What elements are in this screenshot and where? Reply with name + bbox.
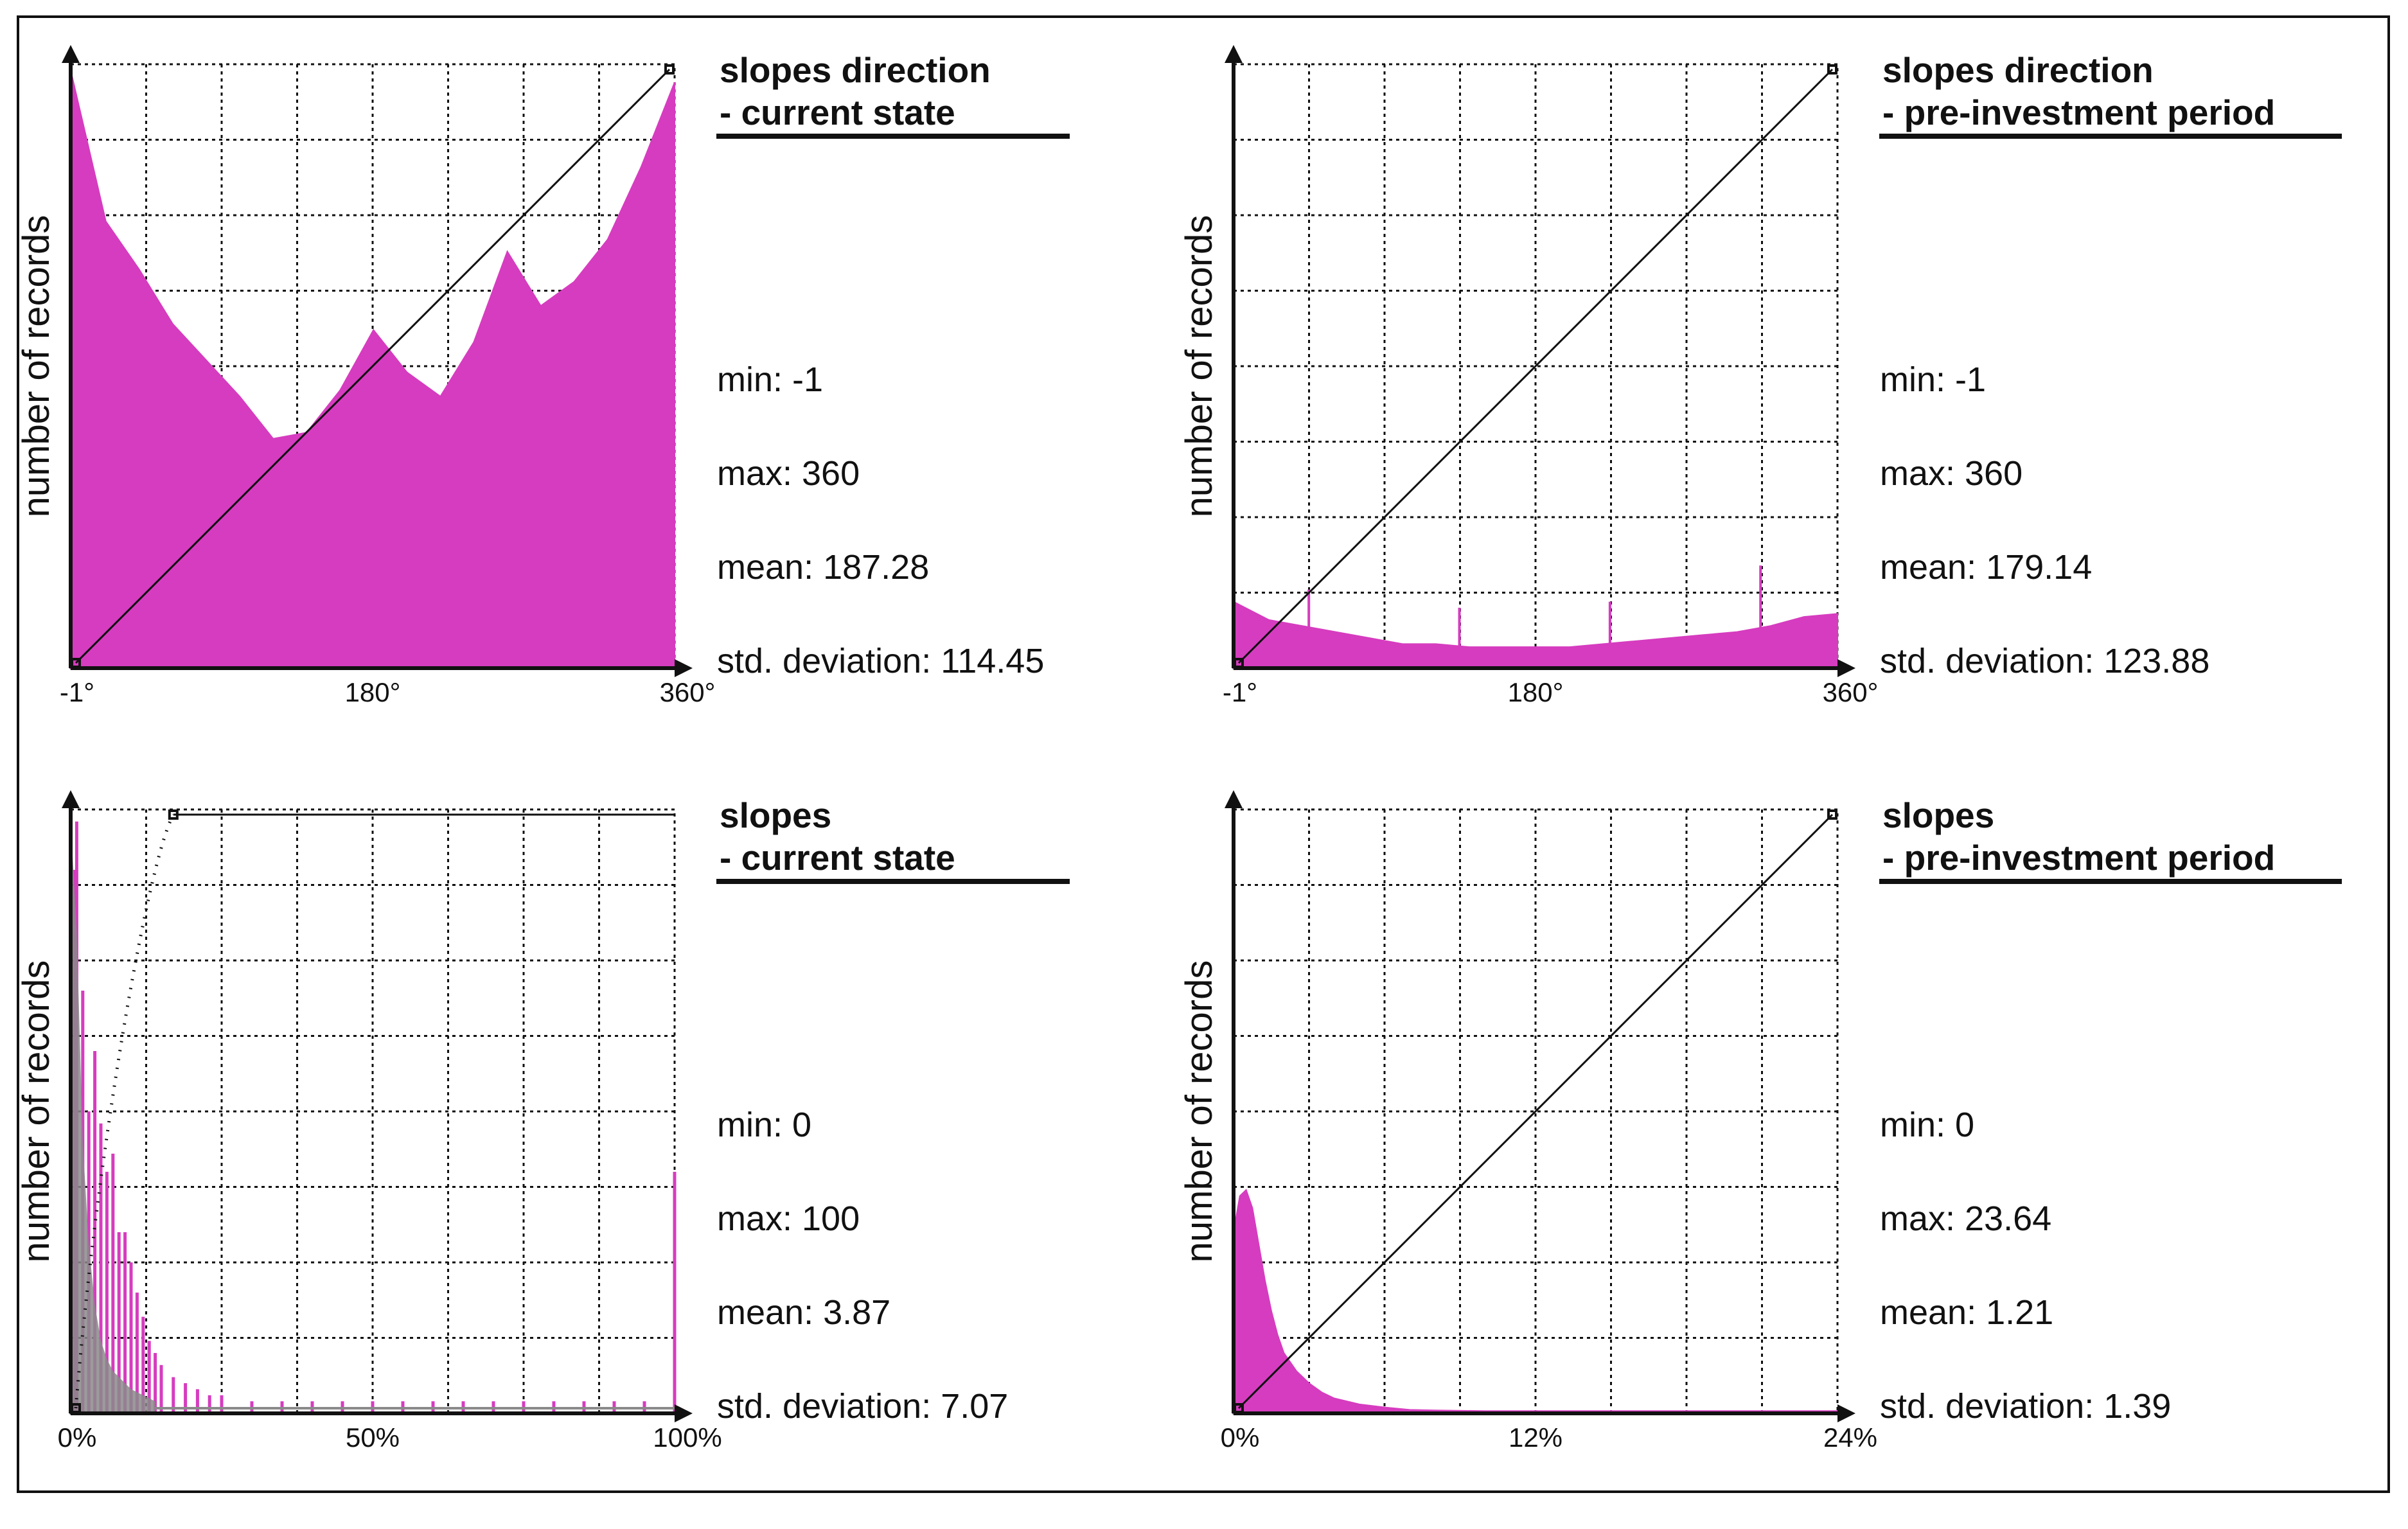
cumulative-line bbox=[1237, 813, 1834, 1410]
x-tick-label: 24% bbox=[1823, 1422, 1877, 1453]
title-underline bbox=[1879, 134, 2342, 139]
cumulative-line bbox=[75, 68, 671, 664]
histogram-panel-1: number of records -1° 180° 360° slopes direc… bbox=[15, 39, 1195, 784]
x-tick-label: 0% bbox=[58, 1422, 97, 1453]
stat-std: std. deviation: 1.39 bbox=[1880, 1387, 2172, 1426]
x-axis-arrow bbox=[1837, 1404, 1855, 1422]
stat-mean: mean: 187.28 bbox=[717, 548, 930, 587]
plot-border bbox=[69, 808, 676, 1415]
title-underline bbox=[1879, 879, 2342, 884]
cumulative-handle-end bbox=[1827, 64, 1837, 75]
stat-std: std. deviation: 7.07 bbox=[717, 1387, 1009, 1426]
panel-title-line1: slopes direction bbox=[720, 50, 991, 90]
stat-std: std. deviation: 123.88 bbox=[1880, 642, 2210, 680]
cumulative-line bbox=[1237, 68, 1834, 664]
x-tick-label: -1° bbox=[1223, 677, 1257, 707]
panel-title-line1: slopes bbox=[1882, 795, 1995, 835]
y-axis-arrow bbox=[1225, 790, 1243, 808]
panel-title-line2: - pre-investment period bbox=[1882, 93, 2276, 132]
figure-frame bbox=[17, 15, 2390, 1493]
y-axis-label: number of records bbox=[1178, 215, 1220, 518]
histogram-area bbox=[70, 70, 675, 669]
x-axis-arrow bbox=[1837, 659, 1855, 677]
x-tick-label: -1° bbox=[60, 677, 94, 707]
x-tick-label: 50% bbox=[346, 1422, 400, 1453]
cumulative-handle-end bbox=[168, 809, 179, 820]
histogram-panel-3: number of records 0% 50% 100% slopes - curren… bbox=[15, 784, 1195, 1529]
panel-title: slopes - current state bbox=[720, 794, 955, 879]
stat-min: min: 0 bbox=[717, 1106, 812, 1144]
y-axis-arrow bbox=[1225, 45, 1243, 63]
title-underline bbox=[716, 879, 1070, 884]
histogram-panel-2: number of records -1° 180° 360° slopes direc… bbox=[1178, 39, 2358, 784]
stat-max: max: 360 bbox=[717, 454, 860, 493]
x-tick-label: 180° bbox=[345, 677, 401, 707]
stat-max: max: 23.64 bbox=[1880, 1199, 2052, 1238]
stat-min: min: 0 bbox=[1880, 1106, 1975, 1144]
x-tick-label: 180° bbox=[1508, 677, 1564, 707]
panel-title-line1: slopes direction bbox=[1882, 50, 2154, 90]
y-axis-arrow bbox=[62, 45, 80, 63]
stat-std: std. deviation: 114.45 bbox=[717, 642, 1045, 680]
panel-title: slopes - pre-investment period bbox=[1882, 794, 2275, 879]
y-axis-label: number of records bbox=[15, 215, 57, 518]
x-tick-label: 0% bbox=[1221, 1422, 1260, 1453]
x-axis-arrow bbox=[675, 659, 693, 677]
x-tick-label: 100% bbox=[653, 1422, 722, 1453]
histogram-chart: number of records -1° 180° 360° bbox=[1178, 45, 1879, 707]
histogram-area bbox=[1233, 600, 1838, 669]
histogram-chart: number of records 0% 12% 24% bbox=[1178, 790, 1877, 1453]
title-underline bbox=[716, 134, 1070, 139]
panel-title: slopes direction - current state bbox=[720, 49, 991, 134]
stat-mean: mean: 179.14 bbox=[1880, 548, 2093, 587]
histogram-chart: number of records 0% 50% 100% bbox=[15, 790, 722, 1453]
cumulative-handle-end bbox=[1827, 809, 1837, 820]
y-axis-arrow bbox=[62, 790, 80, 808]
stat-min: min: -1 bbox=[717, 360, 824, 399]
histogram-panel-4: number of records 0% 12% 24% slopes - pre-inv… bbox=[1178, 784, 2358, 1529]
stat-mean: mean: 3.87 bbox=[717, 1293, 891, 1332]
x-tick-label: 12% bbox=[1509, 1422, 1563, 1453]
panel-title-line2: - pre-investment period bbox=[1882, 838, 2276, 878]
stat-min: min: -1 bbox=[1880, 360, 1987, 399]
stat-max: max: 100 bbox=[717, 1199, 860, 1238]
panel-title-line1: slopes bbox=[720, 795, 832, 835]
stat-max: max: 360 bbox=[1880, 454, 2023, 493]
panel-title-line2: - current state bbox=[720, 838, 955, 878]
x-axis-arrow bbox=[675, 1404, 693, 1422]
y-axis-label: number of records bbox=[1178, 960, 1220, 1263]
cumulative-handle-end bbox=[664, 64, 675, 75]
y-axis-label: number of records bbox=[15, 960, 57, 1263]
histogram-area bbox=[1233, 1189, 1838, 1414]
x-tick-label: 360° bbox=[1823, 677, 1879, 707]
x-tick-label: 360° bbox=[660, 677, 716, 707]
panel-title: slopes direction - pre-investment period bbox=[1882, 49, 2275, 134]
histogram-chart: number of records -1° 180° 360° bbox=[15, 45, 716, 707]
panel-title-line2: - current state bbox=[720, 93, 955, 132]
stat-mean: mean: 1.21 bbox=[1880, 1293, 2054, 1332]
